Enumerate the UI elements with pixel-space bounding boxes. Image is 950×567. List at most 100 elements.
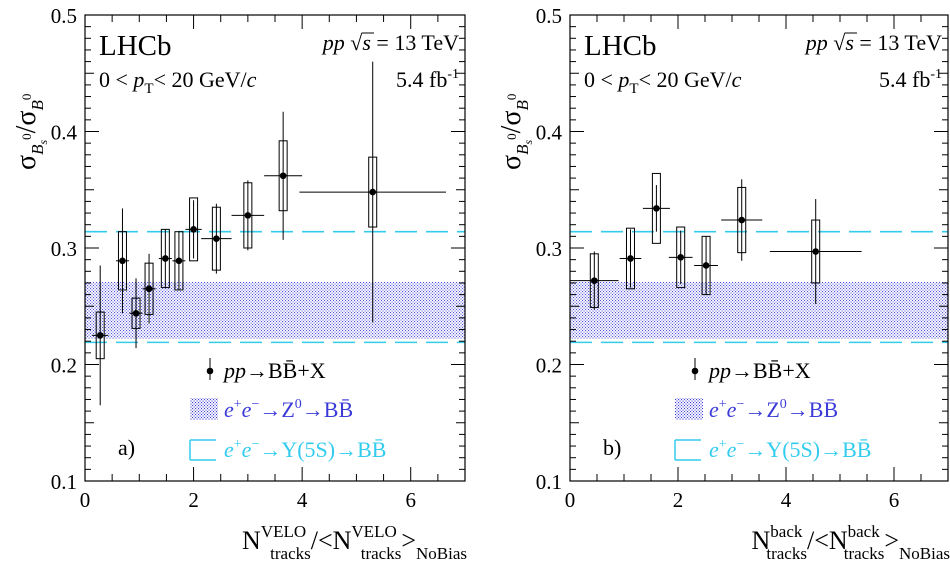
data-point [738,216,746,224]
pt-range-right: < 20 GeV/ [639,67,733,92]
pt-range-left: 0 < [99,67,128,92]
x-tick-label: 6 [405,488,416,512]
legend-pp-rest: →BB̄+X [731,358,811,383]
legend-pp-label: pp→BB̄+X [222,358,326,383]
data-point [702,262,710,269]
legend-z0-plus: + [719,397,727,412]
x-label-N: N [242,526,261,555]
legend-z0-minus: − [736,397,744,412]
legend-y5s-rest: →Υ(5S)→BB̄ [259,437,386,462]
syst-error-box [131,297,141,329]
luminosity-value: 5.4 fb [396,67,447,92]
data-point [244,212,252,219]
legend-pp-label: pp→BB̄+X [707,358,811,383]
legend-z0-e: e [224,397,234,422]
y-label-sup-02: 0 [504,94,519,101]
y-tick-label: 0.1 [51,470,77,494]
y-tick-label: 0.1 [536,470,562,494]
x-label-sub2: tracks [844,544,885,563]
syst-error-box [676,226,686,289]
legend-z0-e: e [709,397,719,422]
y-label-slash: /σ [496,110,527,133]
syst-error-box [243,182,253,249]
legend-z0-label: e+e−→Z0→BB̄ [224,397,353,422]
x-axis-label: NVELO tracks/<NVELO tracks>NoBias [242,522,467,563]
luminosity-exponent: -1 [930,67,942,82]
y-tick-label: 0.3 [51,237,77,261]
y-tick-label: 0.4 [536,121,563,145]
y-label-sub-B2: B [513,99,532,110]
luminosity-label: 5.4 fb-1 [879,67,942,92]
z0-band [85,281,465,339]
legend-z0-label: e+e−→Z0→BB̄ [709,397,838,422]
data-point [812,248,819,255]
legend-y5s-swatch [189,439,216,461]
legend-z0-end: →BB̄ [787,397,838,422]
legend-z0-plus: + [234,397,242,412]
x-label-gt: > [884,526,899,555]
pt-subscript: T [144,81,153,97]
sqrt-symbol: √ [828,30,847,55]
energy-value: = 13 TeV [376,30,459,55]
syst-error-box [651,172,661,244]
collision-label: pp [321,30,345,55]
syst-error-box [95,311,105,360]
legend-z0-sup: 0 [295,397,302,412]
legend-y5s-minus: − [251,437,259,452]
x-label-ref: NoBias [899,544,950,563]
syst-error-box [211,206,221,271]
x-label-N: N [752,526,771,555]
y-label-slash: /σ [11,110,42,133]
x-label-slash: /<N [807,526,848,555]
legend-z0-rest: →Z [259,397,294,422]
energy-label: pp √s = 13 TeV [804,30,942,55]
pt-symbol: p [613,67,630,92]
y-label-sigma-num: σ [496,155,527,170]
luminosity-value: 5.4 fb [879,67,930,92]
legend-y5s-rest: →Υ(5S)→BB̄ [744,437,871,462]
x-label-sub: tracks [766,544,807,563]
legend-z0-e2: e [242,397,252,422]
y-tick-label: 0.2 [51,354,77,378]
y-label-sup-0: 0 [504,133,519,140]
data-point [591,277,598,284]
y-axis-label: σBs0/σB0 [496,94,535,170]
y-label-sub-s: s [36,140,50,145]
y-tick-label: 0.3 [536,237,562,261]
syst-error-box [811,219,821,284]
y-label-sup-0: 0 [19,133,34,140]
legend-pp-pp: pp [707,358,731,383]
legend-z0-e2: e [727,397,737,422]
pt-range-right: < 20 GeV/ [154,67,248,92]
legend-z0-sup: 0 [780,397,787,412]
sqrt-s: s [362,30,376,55]
syst-error-box [160,228,170,289]
experiment-label: LHCb [99,30,172,62]
legend-y5s-minus: − [736,437,744,452]
data-point [96,332,104,339]
data-point [279,172,287,180]
data-point [653,205,660,212]
x-label-sup2: back [848,522,881,541]
legend-z0-swatch [675,398,703,420]
y-label-sup-02: 0 [19,94,34,101]
x-tick-label: 2 [188,488,199,512]
legend-y5s-e: e [224,437,234,462]
pt-subscript: T [629,81,638,97]
data-point [175,257,183,265]
pt-range-left: 0 < [584,67,613,92]
x-tick-label: 4 [781,488,792,512]
legend-y5s-label: e+e−→Υ(5S)→BB̄ [224,437,386,462]
x-tick-label: 0 [80,488,91,512]
legend-y5s-e: e [709,437,719,462]
x-label-ref: NoBias [416,544,467,563]
legend-y5s-swatch [674,439,701,461]
data-point [132,309,140,317]
data-point [213,235,220,242]
x-tick-label: 4 [297,488,308,512]
luminosity-label: 5.4 fb-1 [396,67,459,92]
y-label-sigma-num: σ [11,155,42,170]
x-label-sup2: VELO [351,522,396,541]
x-tick-label: 6 [889,488,900,512]
